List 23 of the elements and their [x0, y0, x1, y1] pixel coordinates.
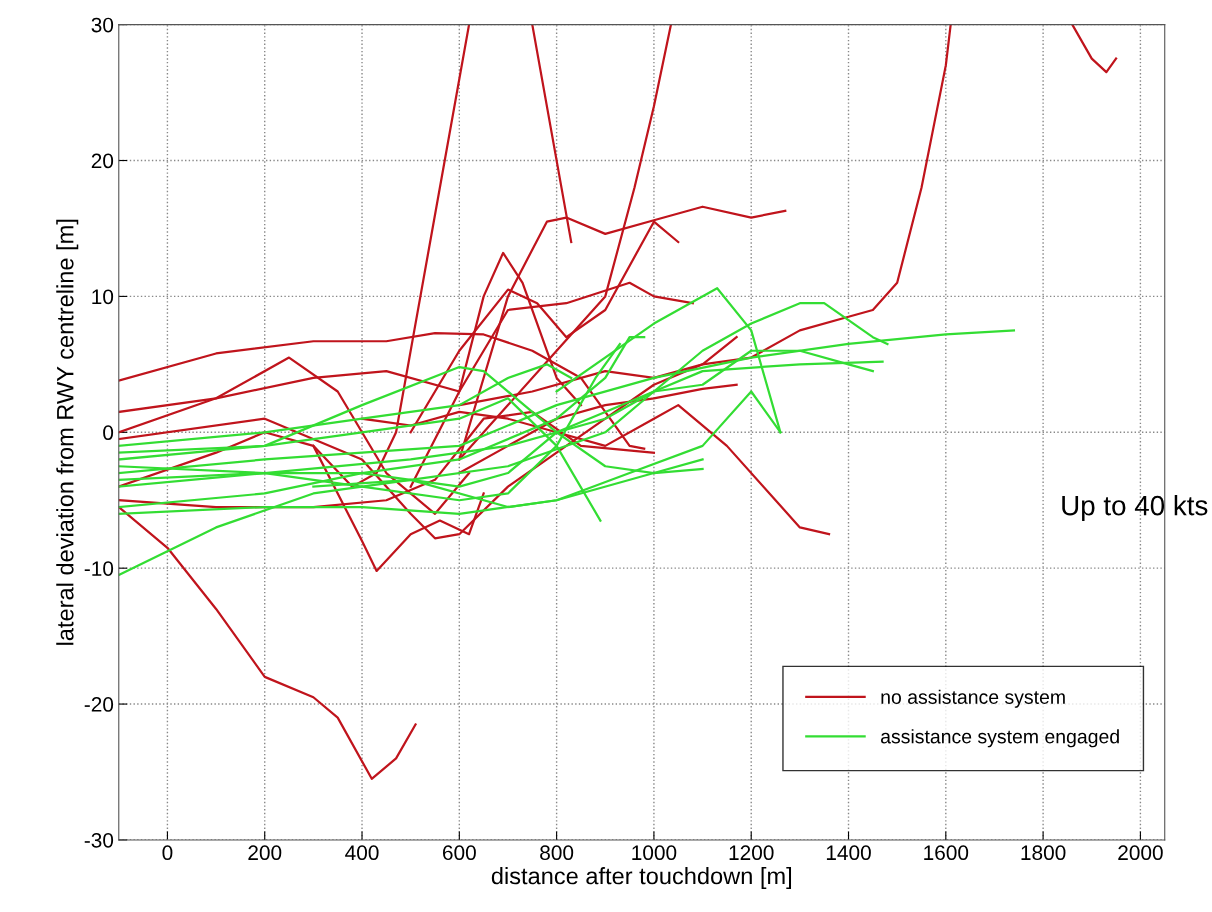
- x-tick-label: 0: [162, 845, 173, 861]
- x-tick-label: 800: [540, 845, 574, 861]
- y-tick-label: 30: [91, 17, 114, 33]
- x-axis-title: distance after touchdown [m]: [491, 867, 792, 890]
- legend-label: assistance system engaged: [881, 729, 1119, 748]
- x-tick-label: 1200: [729, 845, 774, 861]
- x-tick-label: 1800: [1021, 845, 1066, 861]
- y-tick-label: 10: [92, 289, 114, 305]
- y-tick-label: 20: [91, 153, 114, 169]
- legend-label: no assistance system: [881, 689, 1065, 708]
- x-tick-label: 400: [345, 845, 379, 861]
- y-tick-label: -10: [84, 561, 114, 576]
- annotation: Up to 40 kts: [1062, 495, 1208, 521]
- x-tick-label: 2000: [1118, 845, 1163, 861]
- x-tick-label: 1600: [924, 845, 969, 861]
- x-tick-label: 600: [443, 845, 476, 861]
- x-tick-label: 200: [248, 845, 282, 861]
- y-tick-label: -20: [84, 697, 114, 712]
- y-axis-title: lateral deviation from RWY centreline [m]: [56, 219, 79, 645]
- x-tick-label: 1400: [826, 845, 871, 861]
- y-tick-label: -30: [84, 832, 114, 848]
- y-tick-label: 0: [103, 425, 114, 441]
- x-tick-label: 1000: [632, 845, 677, 861]
